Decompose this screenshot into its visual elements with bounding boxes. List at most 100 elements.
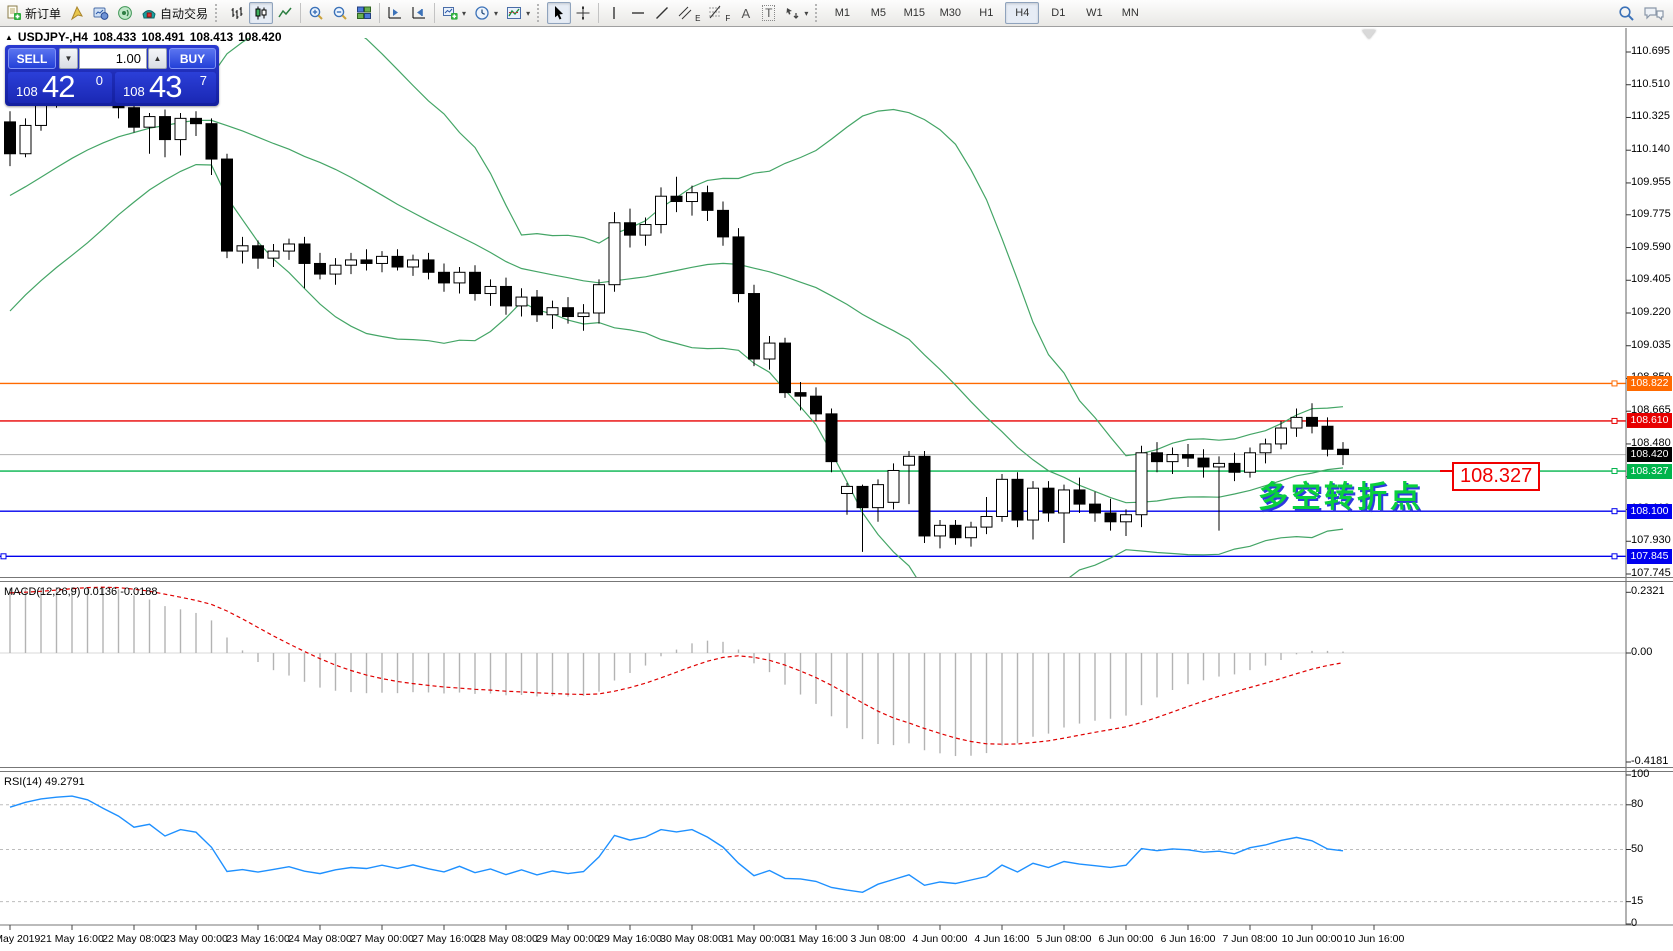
new-order-label: 新订单: [25, 6, 62, 21]
scroll-position-marker-icon[interactable]: [1362, 30, 1376, 39]
time-tick-label: 4 Jun 16:00: [974, 933, 1030, 945]
zoom-out-icon: [333, 6, 347, 20]
volume-increase-button[interactable]: ▲: [148, 48, 167, 69]
annotation-connector-line: [1440, 470, 1452, 472]
price-tick-label: 110.510: [1631, 77, 1670, 90]
market-watch-button[interactable]: [89, 2, 113, 24]
timeframe-mn-button[interactable]: MN: [1121, 7, 1139, 19]
auto-scroll-button[interactable]: [407, 2, 431, 24]
buy-button[interactable]: BUY: [169, 48, 216, 69]
ask-price-display[interactable]: 108 43 7: [115, 69, 216, 104]
time-tick-label: 10 Jun 00:00: [1281, 933, 1343, 945]
sounds-button[interactable]: [113, 2, 137, 24]
autotrading-button[interactable]: 自动交易: [137, 2, 212, 24]
fibonacci-icon: [709, 5, 722, 19]
candlestick-chart-button[interactable]: [249, 2, 274, 24]
horizontal-line-icon: [632, 12, 645, 14]
new-chart-button[interactable]: ▾: [438, 2, 470, 24]
toolbar-handle[interactable]: [537, 4, 544, 22]
channel-icon: [678, 6, 692, 20]
label-tool-letter: T: [762, 5, 776, 21]
ask-prefix: 108: [123, 84, 145, 99]
tile-windows-icon: [357, 6, 372, 19]
bid-pip-digit: 0: [95, 73, 103, 88]
tile-windows-button[interactable]: [352, 2, 376, 24]
turning-point-annotation[interactable]: 多空转折点: [1258, 481, 1423, 514]
new-order-button[interactable]: 新订单: [2, 2, 65, 24]
indicators-icon: [507, 7, 522, 19]
timeframe-m30-button[interactable]: M30: [939, 7, 962, 19]
profiles-button[interactable]: ▾: [470, 2, 502, 24]
time-tick-label: 6 Jun 16:00: [1160, 933, 1216, 945]
symbol-period-label: USDJPY-,H4: [17, 30, 88, 44]
timeframe-h4-button[interactable]: H4: [1005, 2, 1040, 24]
sell-button[interactable]: SELL: [8, 48, 56, 69]
text-label-tool-button[interactable]: T: [757, 2, 780, 24]
timeframe-d1-button[interactable]: D1: [1051, 7, 1066, 19]
hline-price-flag: 108.822: [1627, 375, 1672, 391]
time-tick-label: 28 May 08:00: [474, 933, 538, 945]
timeframe-m15-button[interactable]: M15: [903, 7, 926, 19]
text-tool-button[interactable]: A: [734, 2, 757, 24]
trendline-tool-button[interactable]: [650, 2, 674, 24]
chat-icon[interactable]: [1643, 5, 1665, 22]
price-tick-label: 107.930: [1631, 534, 1671, 547]
volume-input[interactable]: [79, 48, 147, 69]
timeframe-toolbar: M1 M5 M15 M30 H1 H4 D1 W1 MN: [825, 2, 1147, 24]
timeframe-m5-button[interactable]: M5: [870, 7, 886, 19]
chart-shift-button[interactable]: [383, 2, 407, 24]
volume-decrease-button[interactable]: ▼: [59, 48, 78, 69]
collapse-triangle-icon[interactable]: ▲: [5, 32, 13, 42]
macd-tick-label: -0.4181: [1631, 755, 1669, 767]
zoom-out-button[interactable]: [328, 2, 352, 24]
price-level-annotation[interactable]: 108.327: [1452, 462, 1541, 491]
one-click-trading-panel: SELL ▼ ▲ BUY 108 42 0 108 43 7: [5, 45, 219, 106]
zoom-in-button[interactable]: [304, 2, 328, 24]
equidistant-channel-tool-button[interactable]: E: [674, 2, 704, 24]
timeframe-h1-button[interactable]: H1: [979, 7, 994, 19]
crosshair-tool-button[interactable]: [571, 2, 595, 24]
arrows-tool-button[interactable]: ▾: [780, 2, 812, 24]
macd-tick-label: 0.2321: [1631, 585, 1665, 598]
search-icon[interactable]: [1618, 5, 1635, 22]
vertical-line-tool-button[interactable]: [602, 2, 626, 24]
styler-button[interactable]: [65, 2, 89, 24]
macd-label: MACD(12,26,9) 0.0136 -0.0188: [4, 586, 158, 598]
bar-chart-button[interactable]: [225, 2, 249, 24]
bid-price-display[interactable]: 108 42 0: [8, 69, 112, 104]
indicators-button[interactable]: ▾: [502, 2, 534, 24]
horizontal-line-tool-button[interactable]: [626, 2, 650, 24]
rsi-tick-label: 100: [1631, 768, 1650, 780]
time-tick-label: 7 Jun 08:00: [1222, 933, 1278, 945]
toolbar-handle[interactable]: [815, 4, 822, 22]
time-tick-label: 21 May 16:00: [40, 933, 104, 945]
fibonacci-tool-button[interactable]: F: [704, 2, 734, 24]
time-tick-label: 27 May 16:00: [412, 933, 476, 945]
time-tick-label: 24 May 08:00: [288, 933, 352, 945]
timeframe-m1-button[interactable]: M1: [834, 7, 850, 19]
rsi-label: RSI(14) 49.2791: [4, 776, 85, 788]
yellow-pointer-icon: [70, 5, 84, 21]
chevron-down-icon: ▾: [526, 8, 531, 18]
toolbar-handle[interactable]: [215, 4, 222, 22]
arrows-icon: [786, 8, 799, 19]
rsi-tick-label: 80: [1631, 797, 1644, 810]
time-tick-label: 23 May 16:00: [226, 933, 290, 945]
bid-price-flag: 108.420: [1627, 447, 1672, 463]
rsi-value: 49.2791: [44, 776, 85, 788]
text-tool-letter: A: [741, 5, 751, 21]
price-tick-label: 107.745: [1631, 567, 1671, 579]
chart-title-row: ▲ USDJPY-,H4 108.433 108.491 108.413 108…: [5, 30, 282, 44]
hline-price-flag: 107.845: [1627, 548, 1672, 564]
price-tick-label: 109.955: [1631, 175, 1671, 188]
time-tick-label: 22 May 08:00: [102, 933, 166, 945]
clock-icon: [475, 6, 489, 20]
price-tick-label: 110.695: [1631, 45, 1670, 57]
timeframe-w1-button[interactable]: W1: [1086, 7, 1103, 19]
hline-price-flag: 108.327: [1627, 463, 1672, 479]
line-chart-button[interactable]: [273, 2, 297, 24]
main-toolbar: 新订单 自动交易: [0, 0, 1673, 27]
cursor-tool-button[interactable]: [547, 2, 572, 24]
